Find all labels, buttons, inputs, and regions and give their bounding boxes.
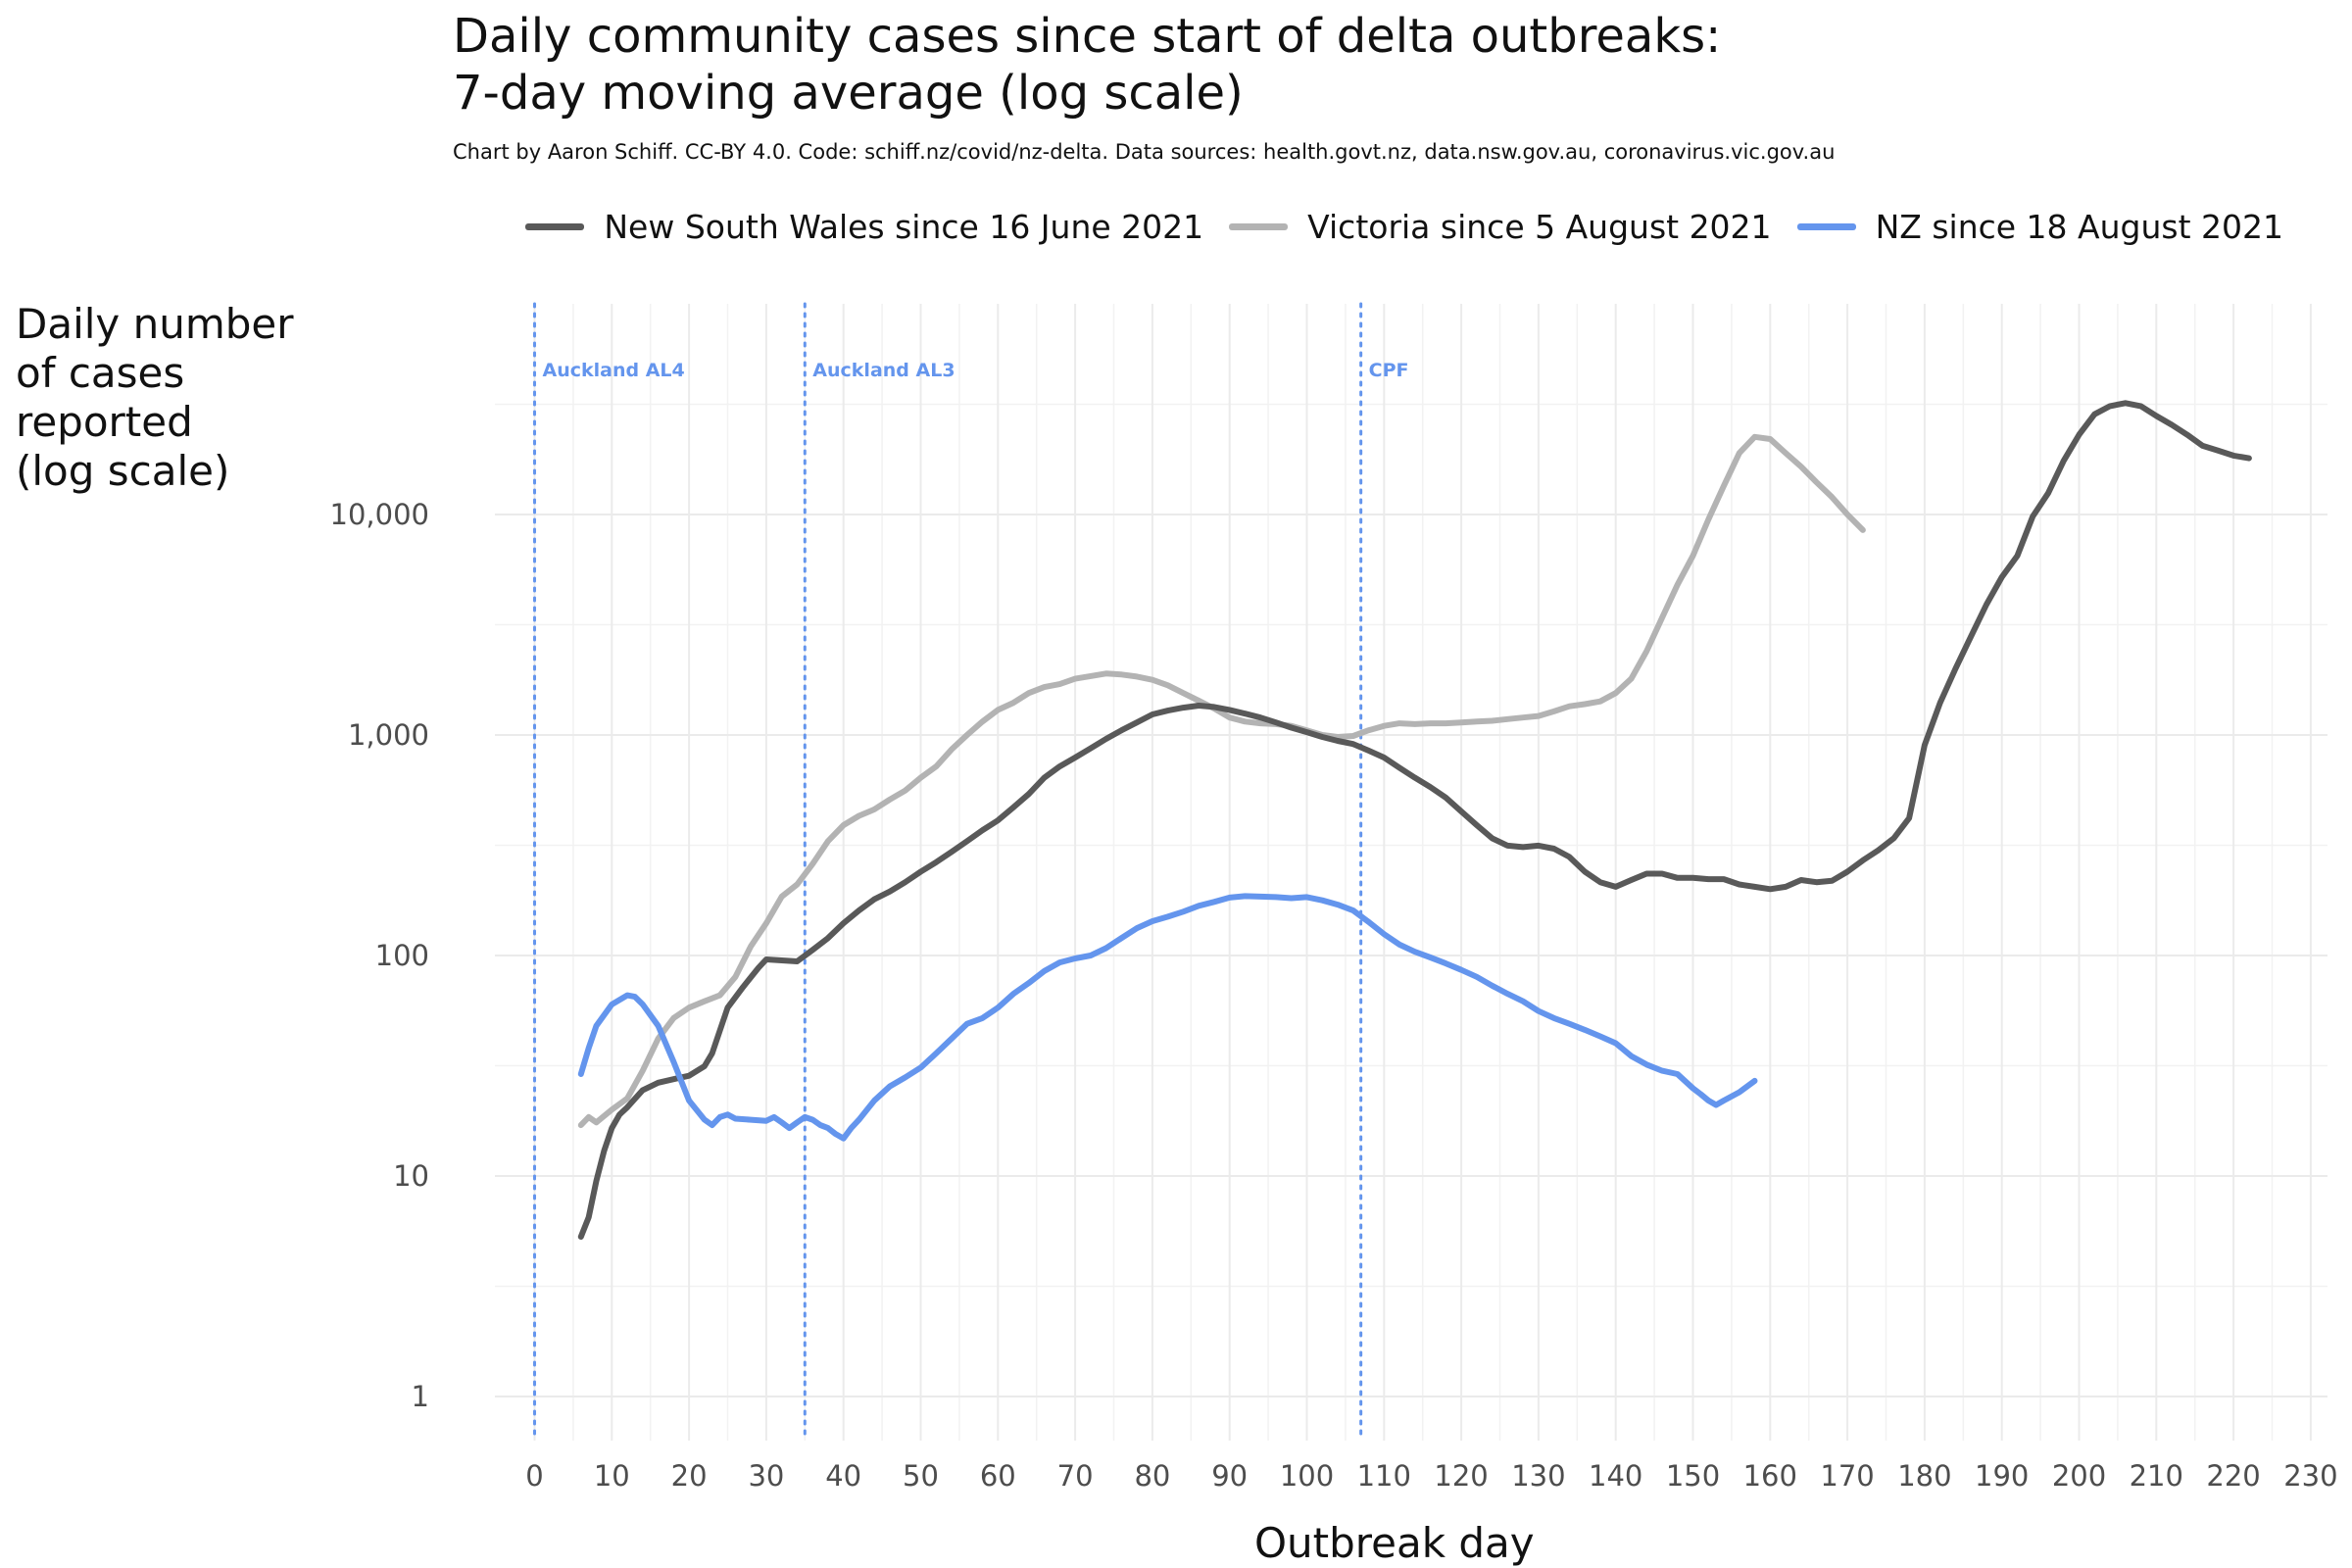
y-axis-label-line-3: reported	[16, 398, 193, 446]
x-tick-label: 20	[671, 1459, 708, 1493]
x-tick-label: 170	[1820, 1459, 1874, 1493]
x-tick-label: 110	[1357, 1459, 1411, 1493]
y-tick-label: 1,000	[348, 718, 429, 752]
x-tick-label: 80	[1134, 1459, 1170, 1493]
legend-swatch-nsw	[525, 223, 585, 230]
x-axis-label: Outbreak day	[1254, 1519, 1535, 1567]
legend-item-victoria: Victoria since 5 August 2021	[1229, 208, 1772, 246]
chart-title: Daily community cases since start of del…	[453, 8, 1721, 122]
x-tick-label: 100	[1280, 1459, 1334, 1493]
series-line-victoria	[577, 433, 1866, 1129]
series-line-nsw	[577, 400, 2252, 1240]
x-tick-label: 140	[1589, 1459, 1642, 1493]
legend-swatch-victoria	[1229, 223, 1289, 230]
x-tick-label: 90	[1211, 1459, 1248, 1493]
x-tick-label: 180	[1897, 1459, 1951, 1493]
y-tick-label: 10	[393, 1159, 429, 1193]
legend-label-nz: NZ since 18 August 2021	[1875, 208, 2283, 246]
x-tick-label: 120	[1434, 1459, 1488, 1493]
x-tick-label: 60	[980, 1459, 1016, 1493]
chart-title-line-2: 7-day moving average (log scale)	[453, 66, 1244, 121]
x-tick-label: 0	[525, 1459, 543, 1493]
legend-label-nsw: New South Wales since 16 June 2021	[604, 208, 1204, 246]
y-axis-label-line-1: Daily number	[16, 300, 294, 348]
x-tick-label: 150	[1666, 1459, 1720, 1493]
x-tick-label: 190	[1975, 1459, 2029, 1493]
legend-swatch-nz	[1796, 223, 1856, 230]
y-tick-label: 10,000	[330, 498, 429, 531]
legend: New South Wales since 16 June 2021 Victo…	[525, 208, 2283, 246]
annotation-label: Auckland AL4	[543, 360, 685, 381]
x-tick-label: 30	[748, 1459, 784, 1493]
legend-label-victoria: Victoria since 5 August 2021	[1307, 208, 1772, 246]
y-tick-label: 100	[375, 939, 429, 972]
annotation-label: Auckland AL3	[812, 360, 955, 381]
chart-subtitle: Chart by Aaron Schiff. CC-BY 4.0. Code: …	[453, 140, 1836, 164]
legend-item-nz: NZ since 18 August 2021	[1796, 208, 2283, 246]
x-tick-label: 130	[1511, 1459, 1565, 1493]
x-tick-label: 220	[2206, 1459, 2260, 1493]
y-axis-label: Daily number of cases reported (log scal…	[16, 300, 310, 496]
x-tick-label: 40	[825, 1459, 861, 1493]
chart-title-line-1: Daily community cases since start of del…	[453, 9, 1722, 64]
y-tick-label: 1	[412, 1380, 429, 1413]
series-line-nz	[577, 893, 1758, 1142]
x-tick-label: 200	[2052, 1459, 2106, 1493]
x-tick-label: 210	[2130, 1459, 2183, 1493]
y-axis-label-line-4: (log scale)	[16, 447, 230, 495]
annotation-label: CPF	[1369, 360, 1409, 381]
x-tick-label: 230	[2283, 1459, 2337, 1493]
x-tick-label: 50	[903, 1459, 939, 1493]
x-tick-label: 70	[1057, 1459, 1094, 1493]
x-tick-label: 160	[1743, 1459, 1797, 1493]
x-tick-label: 10	[594, 1459, 630, 1493]
y-axis-label-line-2: of cases	[16, 349, 185, 397]
legend-item-nsw: New South Wales since 16 June 2021	[525, 208, 1203, 246]
